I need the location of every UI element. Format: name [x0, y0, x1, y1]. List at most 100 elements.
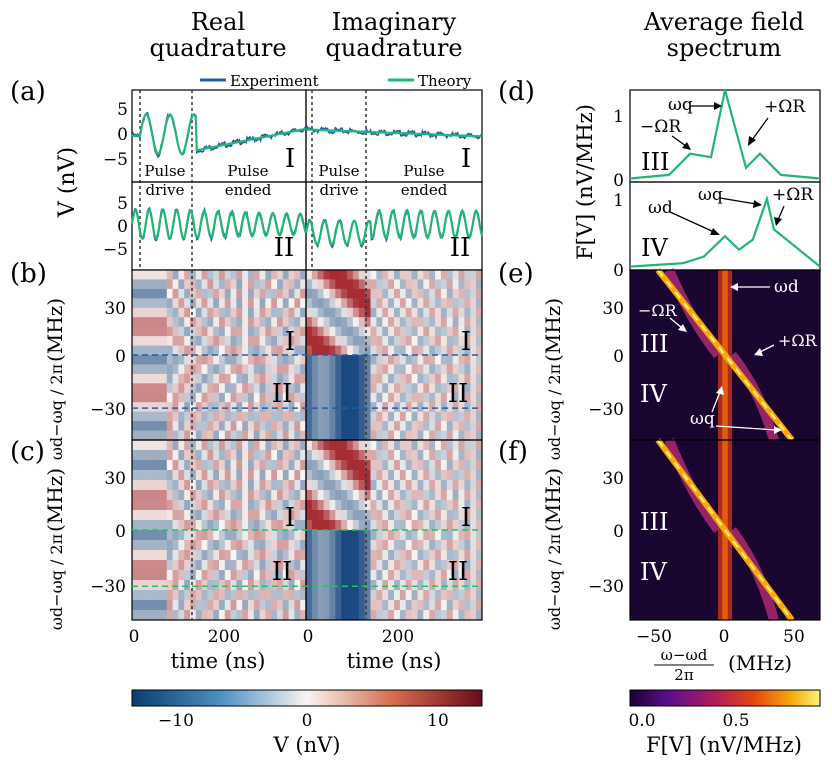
- heatmap-cell-c-real: [195, 480, 203, 491]
- heatmap-cell-b-imag: [446, 373, 454, 384]
- heatmap-cell-c-real: [265, 580, 272, 591]
- heatmap-cell-b-real: [132, 317, 139, 328]
- heatmap-cell-c-imag: [405, 490, 413, 501]
- heatmap-cell-b-imag: [435, 392, 442, 403]
- heatmap-cell-c-imag: [423, 460, 430, 471]
- heatmap-cell-c-imag: [352, 450, 360, 461]
- heatmap-cell-b-real: [143, 383, 150, 394]
- heatmap-cell-c-imag: [435, 450, 442, 461]
- heatmap-cell-b-imag: [376, 317, 383, 328]
- heatmap-cell-c-real: [178, 500, 185, 511]
- heatmap-cell-b-real: [300, 307, 307, 318]
- heatmap-cell-c-imag: [347, 540, 354, 551]
- heatmap-cell-c-imag: [405, 540, 413, 551]
- heatmap-cell-c-real: [277, 600, 284, 611]
- heatmap-cell-b-real: [132, 402, 139, 413]
- heatmap-cell-c-real: [248, 570, 255, 581]
- heatmap-cell-b-real: [288, 430, 295, 441]
- heatmap-cell-c-real: [236, 490, 243, 501]
- heatmap-cell-b-imag: [335, 279, 342, 290]
- heatmap-cell-b-real: [184, 270, 191, 280]
- heatmap-cell-c-imag: [352, 540, 360, 551]
- heatmap-cell-b-imag: [440, 345, 448, 356]
- heatmap-cell-b-imag: [358, 279, 366, 290]
- heatmap-cell-b-real: [253, 317, 261, 328]
- heatmap-cell-b-imag: [341, 345, 348, 356]
- heatmap-cell-b-imag: [458, 345, 465, 356]
- arrowhead-e-wd: [730, 283, 738, 291]
- heatmap-cell-c-real: [219, 570, 226, 581]
- heatmap-cell-b-real: [271, 298, 278, 309]
- heatmap-cell-c-imag: [311, 440, 319, 451]
- heatmap-cell-b-imag: [423, 270, 430, 280]
- heatmap-cell-b-imag: [399, 270, 407, 280]
- heatmap-cell-c-real: [230, 570, 237, 581]
- heatmap-cell-b-real: [230, 279, 237, 290]
- heatmap-cell-c-real: [219, 440, 226, 451]
- heatmap-cell-b-imag: [399, 383, 407, 394]
- heatmap-cell-b-imag: [329, 373, 336, 384]
- heatmap-cell-b-real: [166, 270, 174, 280]
- heatmap-cell-b-imag: [476, 402, 483, 413]
- heatmap-cell-b-real: [190, 430, 197, 441]
- heatmap-cell-b-real: [300, 364, 307, 375]
- heatmap-cell-b-imag: [306, 270, 313, 280]
- heatmap-cell-b-imag: [306, 383, 313, 394]
- heatmap-cell-b-imag: [311, 421, 319, 431]
- heatmap-cell-c-real: [143, 480, 150, 491]
- heatmap-cell-b-imag: [364, 392, 372, 403]
- heatmap-cell-b-imag: [458, 279, 465, 290]
- heatmap-cell-c-real: [172, 560, 179, 571]
- heatmap-cell-b-imag: [352, 298, 360, 309]
- heatmap-cell-b-imag: [476, 317, 483, 328]
- heatmap-cell-b-real: [259, 279, 266, 290]
- heatmap-cell-b-imag: [476, 345, 483, 356]
- heatmap-cell-b-imag: [335, 383, 342, 394]
- heatmap-cell-c-imag: [405, 480, 413, 491]
- heatmap-cell-b-imag: [423, 279, 430, 290]
- heatmap-cell-b-real: [253, 279, 261, 290]
- heatmap-cell-c-imag: [470, 610, 477, 621]
- heatmap-cell-c-real: [300, 570, 307, 581]
- heatmap-cell-b-imag: [399, 402, 407, 413]
- heatmap-cell-b-imag: [411, 383, 418, 394]
- heatmap-cell-c-real: [236, 450, 243, 461]
- heatmap-cell-b-imag: [470, 288, 477, 299]
- heatmap-cell-c-imag: [376, 610, 383, 621]
- heatmap-cell-c-imag: [464, 600, 471, 611]
- heatmap-cell-c-real: [271, 450, 278, 461]
- heatmap-cell-c-real: [271, 600, 278, 611]
- heatmap-cell-b-real: [166, 402, 174, 413]
- heatmap-cell-c-real: [207, 450, 214, 461]
- heatmap-cell-c-real: [288, 440, 295, 451]
- heatmap-cell-c-imag: [423, 470, 430, 481]
- heatmap-cell-c-imag: [358, 480, 366, 491]
- heatmap-cell-c-real: [248, 560, 255, 571]
- heatmap-cell-c-imag: [341, 550, 348, 561]
- roman-e-IV: IV: [640, 380, 667, 408]
- heatmap-cell-c-real: [155, 560, 162, 571]
- heatmap-cell-b-imag: [364, 402, 372, 413]
- heatmap-cell-c-real: [149, 500, 156, 511]
- heatmap-cell-b-real: [282, 392, 290, 403]
- heatmap-cell-b-imag: [446, 402, 454, 413]
- heatmap-cell-c-real: [219, 600, 226, 611]
- ytick-b-30: 30: [104, 299, 126, 319]
- heatmap-cell-b-real: [161, 383, 168, 394]
- heatmap-cell-b-imag: [411, 364, 418, 375]
- heatmap-cell-c-imag: [440, 560, 448, 571]
- heatmap-cell-c-imag: [370, 610, 377, 621]
- heatmap-cell-c-imag: [335, 440, 342, 451]
- heatmap-cell-b-real: [166, 355, 174, 365]
- heatmap-cell-c-real: [259, 490, 266, 501]
- heatmap-cell-b-imag: [399, 411, 407, 422]
- heatmap-cell-c-imag: [329, 600, 336, 611]
- heatmap-cell-b-real: [282, 355, 290, 365]
- heatmap-cell-c-imag: [388, 610, 395, 621]
- heatmap-cell-c-real: [253, 540, 261, 551]
- heatmap-cell-b-imag: [323, 411, 330, 422]
- heatmap-cell-b-real: [219, 421, 226, 431]
- roman-c-real-II: II: [272, 557, 293, 587]
- heatmap-cell-b-real: [219, 270, 226, 280]
- heatmap-cell-b-imag: [435, 298, 442, 309]
